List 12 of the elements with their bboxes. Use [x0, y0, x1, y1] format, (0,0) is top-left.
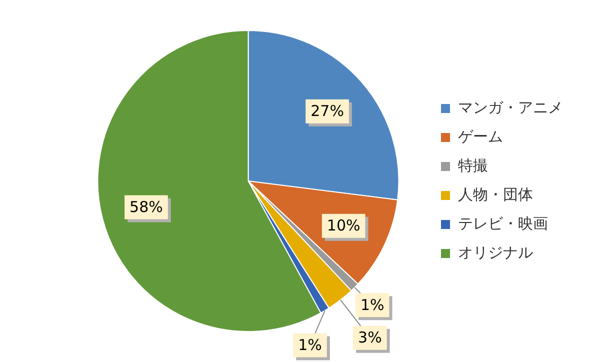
legend-label: マンガ・アニメ — [458, 98, 563, 116]
legend-label: 特撮 — [458, 156, 488, 174]
legend-label: 人物・団体 — [458, 185, 533, 204]
legend-label: オリジナル — [458, 243, 533, 262]
data-label: 27% — [310, 102, 344, 120]
data-label: 3% — [358, 328, 382, 347]
data-label: 10% — [326, 216, 360, 235]
data-label: 1% — [298, 336, 322, 354]
legend-label: テレビ・映画 — [458, 214, 548, 232]
legend-label: ゲーム — [458, 127, 503, 146]
data-label: 1% — [360, 296, 384, 314]
data-label: 58% — [130, 198, 163, 216]
